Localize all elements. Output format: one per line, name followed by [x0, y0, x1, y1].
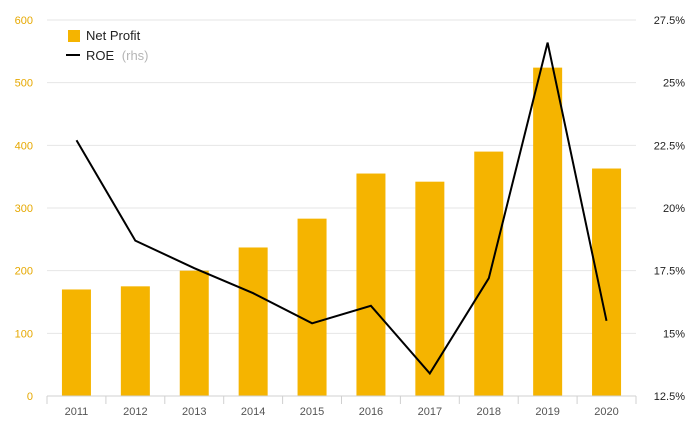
y-left-tick-label: 300: [15, 203, 33, 215]
net-profit-bar: [120, 286, 150, 396]
net-profit-bar: [533, 67, 563, 397]
x-tick-label: 2015: [300, 406, 324, 418]
roe-line: [75, 42, 608, 376]
y-left-tick-label: 0: [27, 391, 33, 403]
x-tick-label: 2020: [594, 406, 618, 418]
legend-roe-label: ROE (rhs): [86, 48, 149, 63]
y-right-tick-label: 20%: [663, 203, 685, 215]
y-left-tick-label: 600: [15, 15, 33, 27]
net-profit-bar: [61, 289, 91, 396]
x-tick-label: 2013: [182, 406, 206, 418]
x-tick-label: 2017: [418, 406, 442, 418]
y-right-tick-label: 15%: [663, 328, 685, 340]
y-left-tick-label: 200: [15, 266, 33, 278]
net-profit-bar: [592, 168, 622, 396]
x-tick-label: 2018: [477, 406, 501, 418]
x-tick-label: 2016: [359, 406, 383, 418]
roe-line-series: [75, 42, 608, 376]
axes: 0 12.5% 100 15% 200 17.5% 300 20% 400 22.5% 500 25%…: [15, 15, 686, 418]
x-tick-label: 2012: [123, 406, 147, 418]
legend-net-profit-swatch: [68, 30, 80, 42]
legend-roe-rhs-note: (rhs): [122, 48, 149, 63]
legend-net-profit-label: Net Profit: [86, 28, 141, 43]
y-left-tick-label: 400: [15, 140, 33, 152]
y-right-tick-label: 17.5%: [654, 266, 685, 278]
y-right-tick-label: 22.5%: [654, 140, 685, 152]
net-profit-bar: [356, 173, 386, 396]
legend-roe-name: ROE: [86, 48, 115, 63]
y-right-tick-label: 25%: [663, 78, 685, 90]
x-tick-label: 2011: [65, 406, 89, 418]
x-tick-label: 2014: [241, 406, 265, 418]
y-right-tick-label: 27.5%: [654, 15, 685, 27]
net-profit-bar: [238, 247, 268, 396]
y-left-tick-label: 500: [15, 78, 33, 90]
net-profit-bar: [474, 151, 504, 396]
net-profit-bar: [415, 181, 445, 396]
y-left-tick-label: 100: [15, 328, 33, 340]
x-tick-label: 2019: [535, 406, 559, 418]
net-profit-bar: [179, 270, 209, 396]
y-right-tick-label: 12.5%: [654, 391, 685, 403]
net-profit-bars: [61, 67, 622, 397]
net-profit-bar: [297, 218, 327, 396]
legend: Net Profit ROE (rhs): [66, 28, 149, 63]
